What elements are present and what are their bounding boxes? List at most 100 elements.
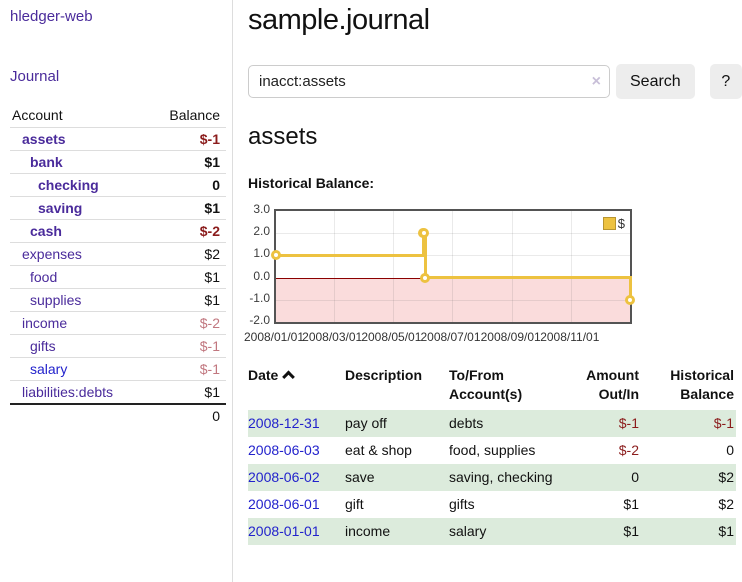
- sidebar-item-journal[interactable]: Journal: [10, 68, 60, 85]
- account-balance: $1: [147, 288, 226, 312]
- sidebar: hledger-web Journal Account Balance asse…: [0, 0, 233, 582]
- account-row: cash $-2: [10, 219, 226, 243]
- account-link-food[interactable]: food: [30, 269, 58, 285]
- account-link-gifts[interactable]: gifts: [30, 338, 56, 354]
- account-link-saving[interactable]: saving: [38, 200, 83, 216]
- grid-line-v: [333, 211, 335, 322]
- grid-line-h: [276, 255, 630, 257]
- transaction-description: eat & shop: [345, 442, 412, 458]
- account-balance: $-2: [147, 219, 226, 243]
- account-row: checking 0: [10, 173, 226, 197]
- x-axis-tick-label: 2008/01/01: [243, 330, 305, 344]
- x-axis-tick-label: 2008/05/01: [361, 330, 422, 344]
- date-header-label: Date: [248, 367, 279, 383]
- table-row: 2008-12-31 pay off debts $-1 $-1: [248, 410, 736, 437]
- transaction-balance: 0: [726, 442, 734, 458]
- chart-line-segment: [421, 231, 425, 257]
- transaction-balance: $2: [718, 496, 734, 512]
- transaction-accounts: debts: [449, 410, 561, 437]
- legend-swatch: [602, 217, 616, 230]
- page-title: sample.journal: [248, 4, 430, 36]
- transactions-header-row: Date Description To/From Account(s) Amou…: [248, 364, 736, 410]
- account-link-assets[interactable]: assets: [22, 131, 66, 147]
- account-column-header: Account: [12, 107, 63, 123]
- table-row: 2008-06-01 gift gifts $1 $2: [248, 491, 736, 518]
- account-balance: $-1: [147, 127, 226, 151]
- accounts-table: Account Balance assets $-1 bank $1 checking 0…: [10, 104, 226, 427]
- help-button[interactable]: ?: [709, 64, 742, 99]
- account-title: assets: [248, 123, 318, 150]
- transaction-date-link[interactable]: 2008-06-02: [248, 469, 320, 485]
- account-link-salary[interactable]: salary: [30, 361, 68, 377]
- account-balance: $1: [147, 265, 226, 289]
- tofrom-column-header: To/From Account(s): [449, 367, 523, 402]
- grid-line-h: [276, 233, 630, 235]
- date-column-header[interactable]: Date: [248, 364, 345, 410]
- account-row: expenses $2: [10, 242, 226, 266]
- x-axis-tick-label: 2008/11/01: [540, 330, 600, 344]
- account-balance: $1: [147, 150, 226, 174]
- account-balance: $1: [147, 196, 226, 220]
- transaction-date-link[interactable]: 2008-06-01: [248, 496, 320, 512]
- account-link-expenses[interactable]: expenses: [22, 246, 82, 262]
- table-row: 2008-06-03 eat & shop food, supplies $-2 0: [248, 437, 736, 464]
- transaction-description: income: [345, 518, 449, 545]
- account-balance: 0: [147, 173, 226, 197]
- account-balance: $-1: [147, 357, 226, 381]
- account-link-income[interactable]: income: [22, 315, 68, 331]
- historical-balance-chart: $ 3.0 2.0 1.0 0.0 -1.0 -2.0 2008/01/01 2008/03/…: [244, 202, 678, 347]
- account-link-cash[interactable]: cash: [30, 223, 62, 239]
- transaction-amount: $1: [561, 518, 641, 545]
- main-content: sample.journal × Search ? assets Histori…: [233, 0, 742, 582]
- grid-line-v: [512, 211, 514, 322]
- data-point-marker: [420, 272, 431, 283]
- transaction-balance: $1: [641, 518, 736, 545]
- account-link-supplies[interactable]: supplies: [30, 292, 82, 308]
- transaction-amount: $-1: [561, 410, 641, 437]
- grid-line-v: [571, 211, 573, 322]
- transaction-date-link[interactable]: 2008-01-01: [248, 523, 320, 539]
- spacer: [10, 403, 148, 427]
- transaction-accounts: saving, checking: [449, 464, 561, 491]
- account-row: liabilities:debts $1: [10, 380, 226, 404]
- table-row: 2008-01-01 income salary $1 $1: [248, 518, 736, 545]
- transaction-date-link[interactable]: 2008-06-03: [248, 442, 320, 458]
- search-button[interactable]: Search: [616, 64, 695, 99]
- transaction-accounts: gifts: [449, 496, 475, 512]
- data-point-marker: [419, 228, 430, 239]
- x-axis-tick-label: 2008/03/01: [302, 330, 363, 344]
- account-link-bank[interactable]: bank: [30, 154, 63, 170]
- transaction-amount: 0: [561, 464, 641, 491]
- transaction-description: pay off: [345, 410, 449, 437]
- y-axis-tick-label: 0.0: [253, 268, 270, 283]
- y-axis-tick-label: -1.0: [249, 290, 270, 305]
- negative-region: [276, 277, 630, 322]
- app-title-link[interactable]: hledger-web: [10, 8, 93, 25]
- chart-line-segment: [274, 253, 425, 257]
- chevron-up-icon: [282, 370, 296, 384]
- balance-column-header: Historical Balance: [670, 367, 734, 402]
- transaction-amount: $-2: [618, 442, 639, 458]
- account-balance: $-2: [147, 311, 226, 335]
- account-row: food $1: [10, 265, 226, 289]
- grid-line-v: [452, 211, 453, 322]
- transaction-amount: $1: [623, 496, 639, 512]
- x-axis-tick-label: 2008/07/01: [420, 330, 481, 344]
- clear-search-icon[interactable]: ×: [591, 73, 601, 90]
- search-input[interactable]: [248, 65, 610, 98]
- chart-plot-area[interactable]: $: [271, 209, 635, 324]
- transaction-date-link[interactable]: 2008-12-31: [248, 415, 320, 431]
- transaction-balance: $-1: [641, 410, 736, 437]
- accounts-header-row: Account Balance: [10, 104, 226, 128]
- balance-column-header: Balance: [169, 107, 220, 123]
- chart-legend: $: [602, 216, 625, 231]
- account-row: supplies $1: [10, 288, 226, 312]
- transactions-table: Date Description To/From Account(s) Amou…: [248, 364, 736, 545]
- chart-line-segment: [423, 231, 427, 280]
- account-link-liabilities-debts[interactable]: liabilities:debts: [22, 384, 114, 400]
- account-row: bank $1: [10, 150, 226, 174]
- account-row: saving $1: [10, 196, 226, 220]
- account-balance: $2: [147, 242, 226, 266]
- account-link-checking[interactable]: checking: [38, 177, 99, 193]
- transaction-accounts: salary: [449, 518, 561, 545]
